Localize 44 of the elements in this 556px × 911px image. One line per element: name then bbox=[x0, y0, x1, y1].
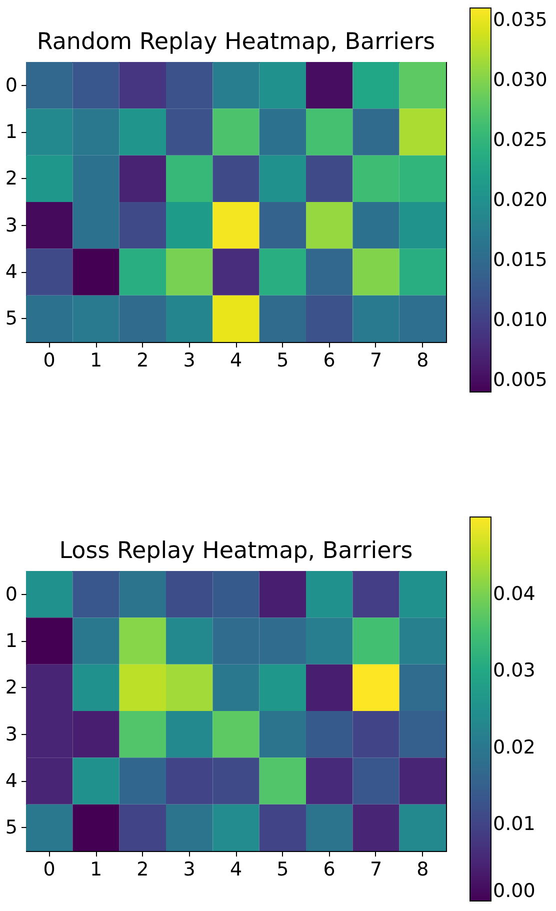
x-tick-label: 4 bbox=[230, 350, 242, 372]
y-tick-label: 2 bbox=[5, 676, 18, 699]
y-tick-label: 1 bbox=[5, 630, 18, 652]
y-tick-label: 3 bbox=[5, 214, 18, 236]
x-tick-label: 3 bbox=[183, 350, 196, 372]
y-tick-label: 3 bbox=[5, 723, 18, 746]
x-tick-label: 0 bbox=[43, 350, 56, 372]
x-tick-label: 6 bbox=[323, 350, 336, 372]
color-bar-label: 0.035 bbox=[493, 9, 548, 31]
x-tick-label: 5 bbox=[276, 350, 289, 372]
y-tick-label: 4 bbox=[5, 261, 18, 283]
y-tick-label: 5 bbox=[5, 816, 18, 839]
color-bar-label: 0.03 bbox=[493, 660, 536, 682]
x-tick-label: 7 bbox=[370, 350, 382, 372]
y-tick-label: 5 bbox=[5, 308, 18, 330]
y-tick-label: 4 bbox=[5, 770, 18, 792]
x-tick-label: 3 bbox=[183, 858, 196, 880]
x-tick-label: 8 bbox=[416, 858, 429, 880]
y-tick-label: 1 bbox=[5, 121, 18, 143]
color-bar-label: 0.04 bbox=[493, 582, 536, 605]
color-bar-label: 0.015 bbox=[493, 249, 548, 271]
color-bar-label: 0.00 bbox=[493, 880, 536, 902]
color-bar-label: 0.010 bbox=[493, 309, 548, 331]
x-tick-label: 1 bbox=[90, 858, 102, 880]
x-tick-label: 8 bbox=[416, 350, 429, 372]
x-tick-label: 4 bbox=[230, 858, 242, 880]
x-tick-label: 2 bbox=[136, 350, 149, 372]
x-tick-label: 6 bbox=[323, 858, 336, 880]
x-tick-label: 5 bbox=[276, 858, 289, 880]
color-bar-label: 0.020 bbox=[493, 189, 548, 211]
color-bar-label: 0.01 bbox=[493, 813, 536, 836]
color-bar-label: 0.005 bbox=[493, 369, 548, 391]
y-tick-label: 0 bbox=[5, 74, 18, 96]
y-tick-label: 2 bbox=[5, 168, 18, 190]
color-bar-label: 0.030 bbox=[493, 69, 548, 91]
chart-title: Random Replay Heatmap, Barriers bbox=[36, 29, 436, 55]
x-tick-label: 7 bbox=[370, 858, 382, 880]
x-tick-label: 0 bbox=[43, 858, 56, 880]
color-bar-label: 0.02 bbox=[493, 736, 536, 758]
chart-title: Loss Replay Heatmap, Barriers bbox=[59, 538, 413, 564]
x-tick-label: 1 bbox=[90, 350, 102, 372]
x-tick-label: 2 bbox=[136, 858, 149, 880]
color-bar-label: 0.025 bbox=[493, 129, 548, 151]
y-tick-label: 0 bbox=[5, 583, 18, 606]
